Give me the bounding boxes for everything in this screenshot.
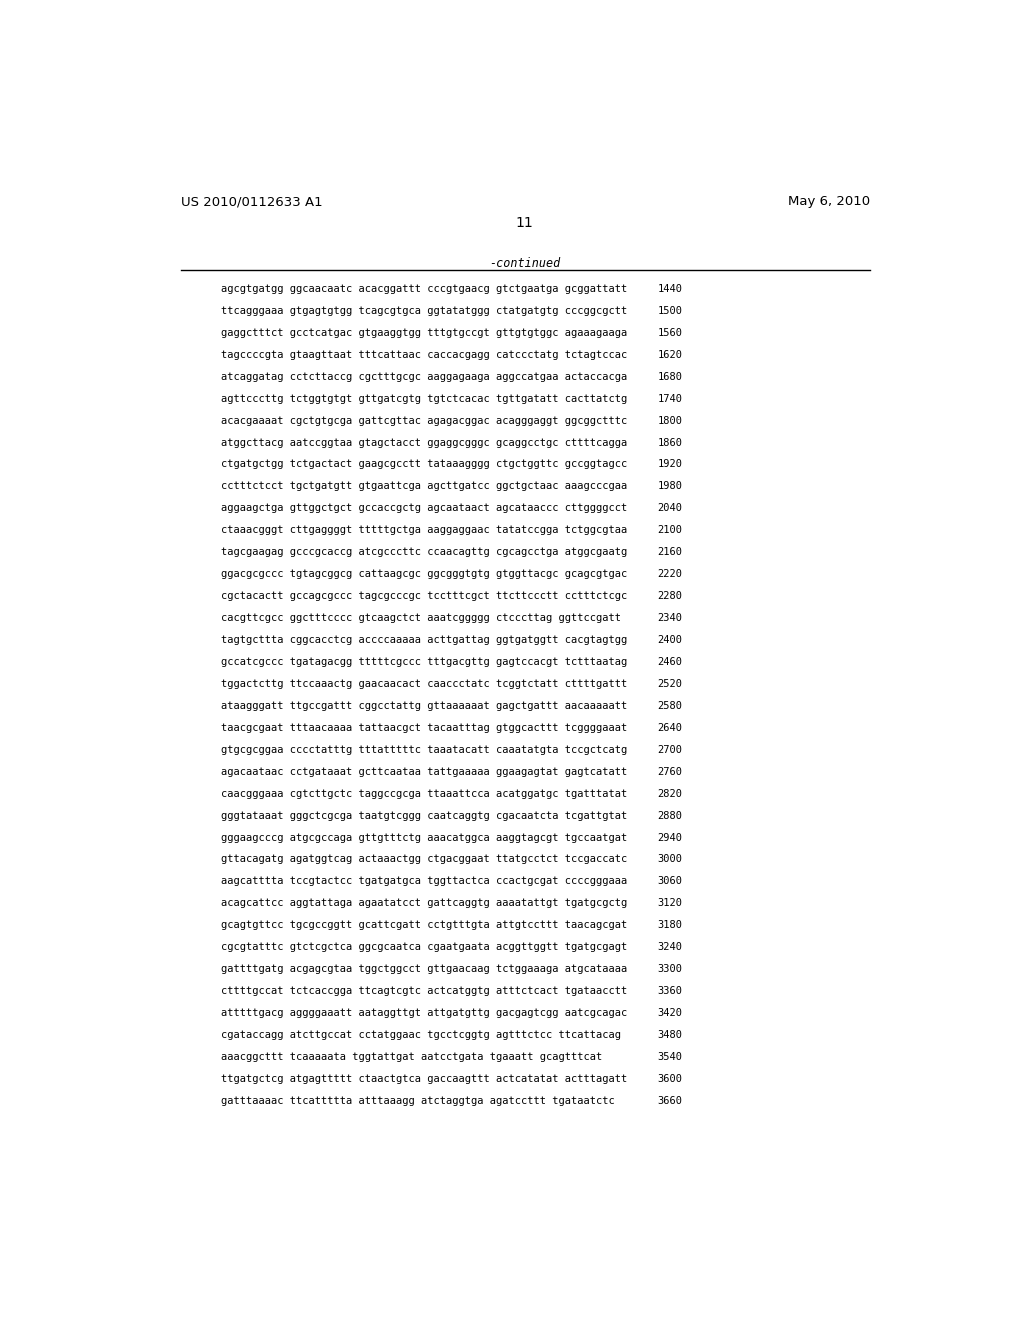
Text: cttttgccat tctcaccgga ttcagtcgtc actcatggtg atttctcact tgataacctt: cttttgccat tctcaccgga ttcagtcgtc actcatg… <box>221 986 628 997</box>
Text: 3240: 3240 <box>657 942 682 952</box>
Text: 2820: 2820 <box>657 788 682 799</box>
Text: May 6, 2010: May 6, 2010 <box>788 195 870 209</box>
Text: 3420: 3420 <box>657 1008 682 1018</box>
Text: 3660: 3660 <box>657 1096 682 1106</box>
Text: 1920: 1920 <box>657 459 682 470</box>
Text: 3180: 3180 <box>657 920 682 931</box>
Text: agcgtgatgg ggcaacaatc acacggattt cccgtgaacg gtctgaatga gcggattatt: agcgtgatgg ggcaacaatc acacggattt cccgtga… <box>221 284 628 294</box>
Text: tggactcttg ttccaaactg gaacaacact caaccctatc tcggtctatt cttttgattt: tggactcttg ttccaaactg gaacaacact caaccct… <box>221 678 628 689</box>
Text: 3540: 3540 <box>657 1052 682 1063</box>
Text: US 2010/0112633 A1: US 2010/0112633 A1 <box>180 195 323 209</box>
Text: atggcttacg aatccggtaa gtagctacct ggaggcgggc gcaggcctgc cttttcagga: atggcttacg aatccggtaa gtagctacct ggaggcg… <box>221 437 628 447</box>
Text: 2640: 2640 <box>657 723 682 733</box>
Text: 3300: 3300 <box>657 964 682 974</box>
Text: 3120: 3120 <box>657 899 682 908</box>
Text: 2340: 2340 <box>657 612 682 623</box>
Text: aggaagctga gttggctgct gccaccgctg agcaataact agcataaccc cttggggcct: aggaagctga gttggctgct gccaccgctg agcaata… <box>221 503 628 513</box>
Text: 2160: 2160 <box>657 548 682 557</box>
Text: 2280: 2280 <box>657 591 682 601</box>
Text: tagccccgta gtaagttaat tttcattaac caccacgagg catccctatg tctagtccac: tagccccgta gtaagttaat tttcattaac caccacg… <box>221 350 628 360</box>
Text: 1500: 1500 <box>657 306 682 315</box>
Text: 2220: 2220 <box>657 569 682 579</box>
Text: -continued: -continued <box>489 257 560 271</box>
Text: 2760: 2760 <box>657 767 682 776</box>
Text: ctgatgctgg tctgactact gaagcgcctt tataaagggg ctgctggttc gccggtagcc: ctgatgctgg tctgactact gaagcgcctt tataaag… <box>221 459 628 470</box>
Text: atttttgacg aggggaaatt aataggttgt attgatgttg gacgagtcgg aatcgcagac: atttttgacg aggggaaatt aataggttgt attgatg… <box>221 1008 628 1018</box>
Text: gccatcgccc tgatagacgg tttttcgccc tttgacgttg gagtccacgt tctttaatag: gccatcgccc tgatagacgg tttttcgccc tttgacg… <box>221 657 628 667</box>
Text: taacgcgaat tttaacaaaa tattaacgct tacaatttag gtggcacttt tcggggaaat: taacgcgaat tttaacaaaa tattaacgct tacaatt… <box>221 723 628 733</box>
Text: 3480: 3480 <box>657 1030 682 1040</box>
Text: gggaagcccg atgcgccaga gttgtttctg aaacatggca aaggtagcgt tgccaatgat: gggaagcccg atgcgccaga gttgtttctg aaacatg… <box>221 833 628 842</box>
Text: ttcagggaaa gtgagtgtgg tcagcgtgca ggtatatggg ctatgatgtg cccggcgctt: ttcagggaaa gtgagtgtgg tcagcgtgca ggtatat… <box>221 306 628 315</box>
Text: agacaataac cctgataaat gcttcaataa tattgaaaaa ggaagagtat gagtcatatt: agacaataac cctgataaat gcttcaataa tattgaa… <box>221 767 628 776</box>
Text: 3060: 3060 <box>657 876 682 887</box>
Text: cacgttcgcc ggctttcccc gtcaagctct aaatcggggg ctcccttag ggttccgatt: cacgttcgcc ggctttcccc gtcaagctct aaatcgg… <box>221 612 621 623</box>
Text: 2880: 2880 <box>657 810 682 821</box>
Text: 2040: 2040 <box>657 503 682 513</box>
Text: gggtataaat gggctcgcga taatgtcggg caatcaggtg cgacaatcta tcgattgtat: gggtataaat gggctcgcga taatgtcggg caatcag… <box>221 810 628 821</box>
Text: cgctacactt gccagcgccc tagcgcccgc tcctttcgct ttcttccctt cctttctcgc: cgctacactt gccagcgccc tagcgcccgc tcctttc… <box>221 591 628 601</box>
Text: 11: 11 <box>516 216 534 230</box>
Text: tagcgaagag gcccgcaccg atcgcccttc ccaacagttg cgcagcctga atggcgaatg: tagcgaagag gcccgcaccg atcgcccttc ccaacag… <box>221 548 628 557</box>
Text: 2100: 2100 <box>657 525 682 536</box>
Text: 3000: 3000 <box>657 854 682 865</box>
Text: cgataccagg atcttgccat cctatggaac tgcctcggtg agtttctcc ttcattacag: cgataccagg atcttgccat cctatggaac tgcctcg… <box>221 1030 621 1040</box>
Text: aagcatttta tccgtactcc tgatgatgca tggttactca ccactgcgat ccccgggaaa: aagcatttta tccgtactcc tgatgatgca tggttac… <box>221 876 628 887</box>
Text: gtgcgcggaa cccctatttg tttatttttc taaatacatt caaatatgta tccgctcatg: gtgcgcggaa cccctatttg tttatttttc taaatac… <box>221 744 628 755</box>
Text: acagcattcc aggtattaga agaatatcct gattcaggtg aaaatattgt tgatgcgctg: acagcattcc aggtattaga agaatatcct gattcag… <box>221 899 628 908</box>
Text: acacgaaaat cgctgtgcga gattcgttac agagacggac acagggaggt ggcggctttc: acacgaaaat cgctgtgcga gattcgttac agagacg… <box>221 416 628 425</box>
Text: ggacgcgccc tgtagcggcg cattaagcgc ggcgggtgtg gtggttacgc gcagcgtgac: ggacgcgccc tgtagcggcg cattaagcgc ggcgggt… <box>221 569 628 579</box>
Text: gcagtgttcc tgcgccggtt gcattcgatt cctgtttgta attgtccttt taacagcgat: gcagtgttcc tgcgccggtt gcattcgatt cctgttt… <box>221 920 628 931</box>
Text: 1620: 1620 <box>657 350 682 360</box>
Text: gttacagatg agatggtcag actaaactgg ctgacggaat ttatgcctct tccgaccatc: gttacagatg agatggtcag actaaactgg ctgacgg… <box>221 854 628 865</box>
Text: 2520: 2520 <box>657 678 682 689</box>
Text: ctaaacgggt cttgaggggt tttttgctga aaggaggaac tatatccgga tctggcgtaa: ctaaacgggt cttgaggggt tttttgctga aaggagg… <box>221 525 628 536</box>
Text: caacgggaaa cgtcttgctc taggccgcga ttaaattcca acatggatgc tgatttatat: caacgggaaa cgtcttgctc taggccgcga ttaaatt… <box>221 788 628 799</box>
Text: 2700: 2700 <box>657 744 682 755</box>
Text: 2940: 2940 <box>657 833 682 842</box>
Text: aaacggcttt tcaaaaata tggtattgat aatcctgata tgaaatt gcagtttcat: aaacggcttt tcaaaaata tggtattgat aatcctga… <box>221 1052 602 1063</box>
Text: agttcccttg tctggtgtgt gttgatcgtg tgtctcacac tgttgatatt cacttatctg: agttcccttg tctggtgtgt gttgatcgtg tgtctca… <box>221 393 628 404</box>
Text: 1680: 1680 <box>657 372 682 381</box>
Text: 2460: 2460 <box>657 657 682 667</box>
Text: 2580: 2580 <box>657 701 682 711</box>
Text: gaggctttct gcctcatgac gtgaaggtgg tttgtgccgt gttgtgtggc agaaagaaga: gaggctttct gcctcatgac gtgaaggtgg tttgtgc… <box>221 327 628 338</box>
Text: 1740: 1740 <box>657 393 682 404</box>
Text: 1440: 1440 <box>657 284 682 294</box>
Text: cgcgtatttc gtctcgctca ggcgcaatca cgaatgaata acggttggtt tgatgcgagt: cgcgtatttc gtctcgctca ggcgcaatca cgaatga… <box>221 942 628 952</box>
Text: gatttaaaac ttcattttta atttaaagg atctaggtga agatccttt tgataatctc: gatttaaaac ttcattttta atttaaagg atctaggt… <box>221 1096 614 1106</box>
Text: 1980: 1980 <box>657 482 682 491</box>
Text: tagtgcttta cggcacctcg accccaaaaa acttgattag ggtgatggtt cacgtagtgg: tagtgcttta cggcacctcg accccaaaaa acttgat… <box>221 635 628 645</box>
Text: gattttgatg acgagcgtaa tggctggcct gttgaacaag tctggaaaga atgcataaaa: gattttgatg acgagcgtaa tggctggcct gttgaac… <box>221 964 628 974</box>
Text: ttgatgctcg atgagttttt ctaactgtca gaccaagttt actcatatat actttagatt: ttgatgctcg atgagttttt ctaactgtca gaccaag… <box>221 1074 628 1084</box>
Text: cctttctcct tgctgatgtt gtgaattcga agcttgatcc ggctgctaac aaagcccgaa: cctttctcct tgctgatgtt gtgaattcga agcttga… <box>221 482 628 491</box>
Text: 1860: 1860 <box>657 437 682 447</box>
Text: 2400: 2400 <box>657 635 682 645</box>
Text: 1560: 1560 <box>657 327 682 338</box>
Text: 1800: 1800 <box>657 416 682 425</box>
Text: 3360: 3360 <box>657 986 682 997</box>
Text: atcaggatag cctcttaccg cgctttgcgc aaggagaaga aggccatgaa actaccacga: atcaggatag cctcttaccg cgctttgcgc aaggaga… <box>221 372 628 381</box>
Text: ataagggatt ttgccgattt cggcctattg gttaaaaaat gagctgattt aacaaaaatt: ataagggatt ttgccgattt cggcctattg gttaaaa… <box>221 701 628 711</box>
Text: 3600: 3600 <box>657 1074 682 1084</box>
